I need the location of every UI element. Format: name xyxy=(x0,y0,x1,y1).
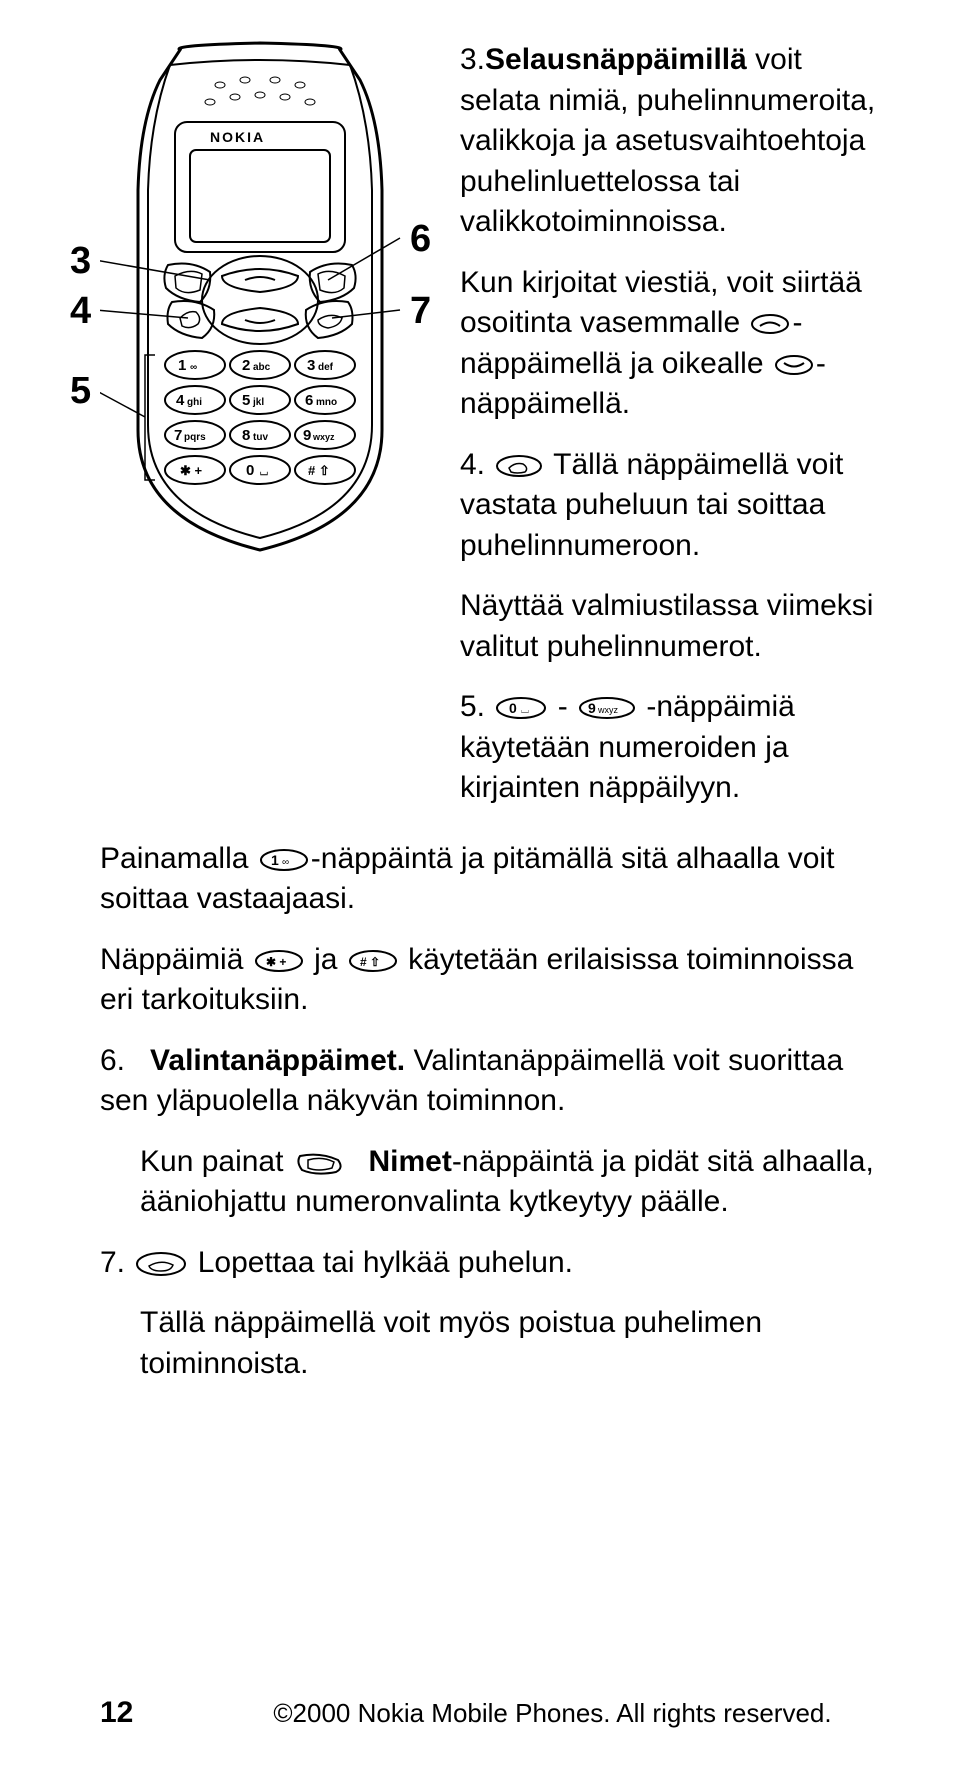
svg-text:mno: mno xyxy=(316,397,337,408)
svg-text:def: def xyxy=(318,362,334,373)
call-key-icon xyxy=(495,454,543,478)
svg-text:0: 0 xyxy=(509,700,517,716)
para-5a: 5. 0⌴ - 9wxyz -näppäimiä käytetään numer… xyxy=(460,687,880,809)
p6b-a: Kun painat xyxy=(140,1145,292,1178)
phone-diagram: 3 4 5 6 7 NOKIA xyxy=(100,40,430,565)
p3-num: 3. xyxy=(460,43,485,76)
para-5c: Näppäimiä ✱ + ja # ⇧ käytetään erilaisis… xyxy=(100,940,880,1021)
svg-text:# ⇧: # ⇧ xyxy=(308,463,330,478)
p4-num: 4. xyxy=(460,448,493,481)
key-9-icon: 9wxyz xyxy=(578,696,636,720)
right-column-text: 3.Selausnäppäimillä voit selata nimiä, p… xyxy=(460,40,880,829)
para-6a: 6. Valintanäppäimet. Valintanäppäimellä … xyxy=(100,1041,880,1122)
key-hash-icon: # ⇧ xyxy=(348,949,398,973)
svg-text:tuv: tuv xyxy=(253,432,268,443)
para-6b: Kun painat Nimet-näppäintä ja pidät sitä… xyxy=(100,1142,880,1223)
svg-text:2: 2 xyxy=(242,357,250,374)
key-0-icon: 0⌴ xyxy=(495,696,547,720)
p7-num: 7. xyxy=(100,1246,133,1279)
svg-text:⌴: ⌴ xyxy=(521,705,529,716)
para-4b: Näyttää valmiustilassa viimeksi valitut … xyxy=(460,586,880,667)
label-5: 5 xyxy=(70,370,91,413)
label-6: 6 xyxy=(410,218,431,261)
page-footer: 12 ©2000 Nokia Mobile Phones. All rights… xyxy=(100,1696,880,1730)
p5-num: 5. xyxy=(460,690,493,723)
svg-text:jkl: jkl xyxy=(252,397,264,408)
phone-svg: NOKIA 1 ∞ xyxy=(100,40,430,560)
para-7b: Tällä näppäimellä voit myös poistua puhe… xyxy=(100,1303,880,1384)
page-number: 12 xyxy=(100,1696,133,1730)
svg-text:9: 9 xyxy=(303,427,311,444)
svg-text:wxyz: wxyz xyxy=(312,432,335,442)
svg-text:5: 5 xyxy=(242,392,250,409)
svg-text:3: 3 xyxy=(307,357,315,374)
svg-text:ghi: ghi xyxy=(187,397,202,408)
p6-bold: Valintanäppäimet. xyxy=(150,1044,405,1077)
svg-text:7: 7 xyxy=(174,427,182,444)
key-star-icon: ✱ + xyxy=(254,949,304,973)
p5b-a: Painamalla xyxy=(100,842,257,875)
softkey-icon xyxy=(294,1150,350,1176)
full-width-text: Painamalla 1∞-näppäintä ja pitämällä sit… xyxy=(100,839,880,1385)
key-1-icon: 1∞ xyxy=(259,848,309,872)
end-key-icon xyxy=(135,1251,187,1277)
p3-bold: Selausnäppäimillä xyxy=(485,43,747,76)
p5c-a: Näppäimiä xyxy=(100,943,252,976)
para-3a: 3.Selausnäppäimillä voit selata nimiä, p… xyxy=(460,40,880,243)
para-7a: 7. Lopettaa tai hylkää puhelun. xyxy=(100,1243,880,1284)
p6-num: 6. xyxy=(100,1044,125,1077)
svg-text:⌴: ⌴ xyxy=(260,467,268,478)
brand-text: NOKIA xyxy=(210,129,265,145)
svg-text:∞: ∞ xyxy=(282,857,289,868)
label-3: 3 xyxy=(70,240,91,283)
scroll-up-icon xyxy=(750,313,790,335)
label-4: 4 xyxy=(70,290,91,333)
svg-text:4: 4 xyxy=(176,392,185,409)
para-3b: Kun kirjoitat viestiä, voit siirtää osoi… xyxy=(460,263,880,425)
svg-text:abc: abc xyxy=(253,362,271,373)
svg-text:wxyz: wxyz xyxy=(597,705,618,715)
p5-mid: - xyxy=(558,690,576,723)
svg-text:# ⇧: # ⇧ xyxy=(360,955,380,969)
svg-text:∞: ∞ xyxy=(190,362,197,373)
svg-text:8: 8 xyxy=(242,427,250,444)
svg-text:1: 1 xyxy=(178,357,186,374)
svg-text:✱ +: ✱ + xyxy=(180,463,203,478)
svg-text:9: 9 xyxy=(588,700,596,716)
label-7: 7 xyxy=(410,290,431,333)
p6b-bold: Nimet xyxy=(368,1145,451,1178)
svg-text:1: 1 xyxy=(271,852,279,868)
svg-text:pqrs: pqrs xyxy=(184,432,206,443)
p5c-b: ja xyxy=(314,943,346,976)
para-4a: 4. Tällä näppäimellä voit vastata puhelu… xyxy=(460,445,880,567)
scroll-down-icon xyxy=(774,354,814,376)
svg-text:0: 0 xyxy=(246,462,254,479)
copyright-text: ©2000 Nokia Mobile Phones. All rights re… xyxy=(273,1698,831,1729)
p7-rest: Lopettaa tai hylkää puhelun. xyxy=(198,1246,573,1279)
svg-text:6: 6 xyxy=(305,392,313,409)
svg-text:✱ +: ✱ + xyxy=(266,955,286,969)
para-5b: Painamalla 1∞-näppäintä ja pitämällä sit… xyxy=(100,839,880,920)
